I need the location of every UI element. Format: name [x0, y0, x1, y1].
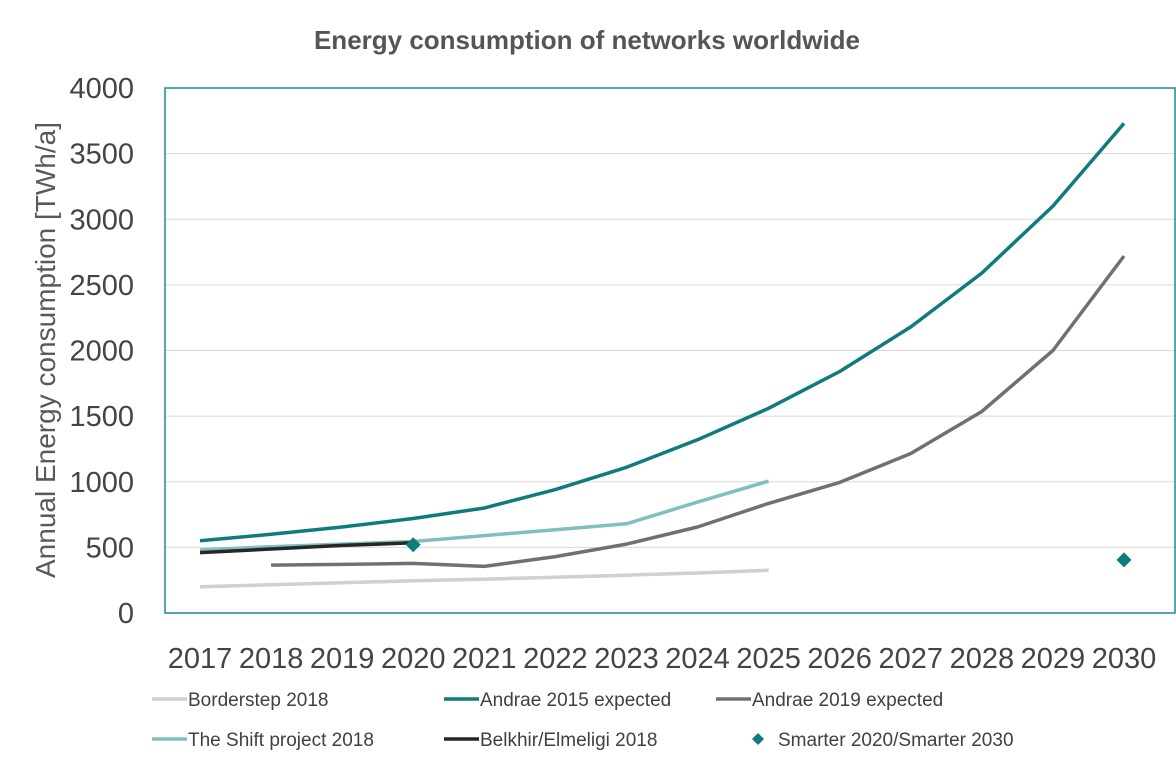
- legend: Borderstep 2018 Andrae 2015 expected Andra…: [152, 690, 1014, 751]
- data-point-2030: [1116, 552, 1132, 568]
- x-tick-label-2026: 2026: [807, 643, 872, 675]
- plot-area-border: [164, 87, 1176, 614]
- x-tick-label-2025: 2025: [736, 643, 801, 675]
- series-line: [199, 479, 770, 552]
- series-line: [199, 122, 1126, 543]
- legend-label: Borderstep 2018: [188, 690, 329, 711]
- series-andrae-2015-expected: [199, 122, 1126, 543]
- y-tick-label-4000: 4000: [69, 73, 134, 105]
- legend-item: Andrae 2015 expected: [444, 690, 671, 711]
- legend-item: Belkhir/Elmeligi 2018: [444, 730, 657, 751]
- x-tick-label-2028: 2028: [950, 643, 1015, 675]
- series-andrae-2019-expected: [271, 254, 1126, 569]
- legend-item: Smarter 2020/Smarter 2030: [752, 730, 1014, 751]
- x-tick-label-2030: 2030: [1092, 643, 1157, 675]
- x-tick-label-2019: 2019: [310, 643, 375, 675]
- grid-lines: [165, 153, 1175, 548]
- y-tick-label-3500: 3500: [69, 139, 134, 171]
- legend-item: Borderstep 2018: [152, 690, 329, 711]
- x-tick-label-2020: 2020: [381, 643, 446, 675]
- x-tick-label-2017: 2017: [168, 643, 233, 675]
- x-tick-label-2024: 2024: [665, 643, 730, 675]
- y-tick-label-0: 0: [118, 598, 134, 630]
- y-tick-label-1500: 1500: [69, 401, 134, 433]
- series-layer: [199, 122, 1132, 589]
- y-tick-label-500: 500: [86, 532, 134, 564]
- series-the-shift-project-2018: [199, 479, 770, 552]
- y-axis-ticks: 0 500 1000 1500 2000 2500 3000 3500 4000: [69, 73, 134, 630]
- series-line: [199, 541, 414, 555]
- series-line: [199, 568, 769, 589]
- legend-label: The Shift project 2018: [188, 730, 374, 751]
- series-borderstep-2018: [199, 568, 769, 589]
- y-tick-label-1000: 1000: [69, 467, 134, 499]
- legend-swatch: [752, 733, 764, 745]
- y-tick-label-2500: 2500: [69, 270, 134, 302]
- x-tick-label-2021: 2021: [452, 643, 517, 675]
- x-tick-label-2023: 2023: [594, 643, 659, 675]
- chart-title: Energy consumption of networks worldwide: [314, 25, 860, 55]
- x-tick-label-2022: 2022: [523, 643, 588, 675]
- y-axis-title: Annual Energy consumption [TWh/a]: [30, 122, 61, 578]
- legend-label: Andrae 2019 expected: [752, 690, 943, 711]
- legend-label: Smarter 2020/Smarter 2030: [778, 730, 1014, 751]
- x-tick-label-2029: 2029: [1021, 643, 1086, 675]
- series-belkhir-elmeligi-2018: [199, 541, 414, 555]
- series-line: [271, 254, 1126, 569]
- y-tick-label-2000: 2000: [69, 336, 134, 368]
- legend-label: Andrae 2015 expected: [480, 690, 671, 711]
- legend-label: Belkhir/Elmeligi 2018: [480, 730, 657, 751]
- x-tick-label-2027: 2027: [879, 643, 944, 675]
- x-axis-ticks: 2017 2018 2019 2020 2021 2022 2023 2024 2025 2026…: [168, 643, 1157, 675]
- y-tick-label-3000: 3000: [69, 204, 134, 236]
- series-smarter-2020-smarter-2030: [405, 537, 1132, 568]
- x-tick-label-2018: 2018: [239, 643, 304, 675]
- legend-item: The Shift project 2018: [152, 730, 374, 751]
- data-point-2020: [405, 537, 421, 553]
- legend-item: Andrae 2019 expected: [716, 690, 943, 711]
